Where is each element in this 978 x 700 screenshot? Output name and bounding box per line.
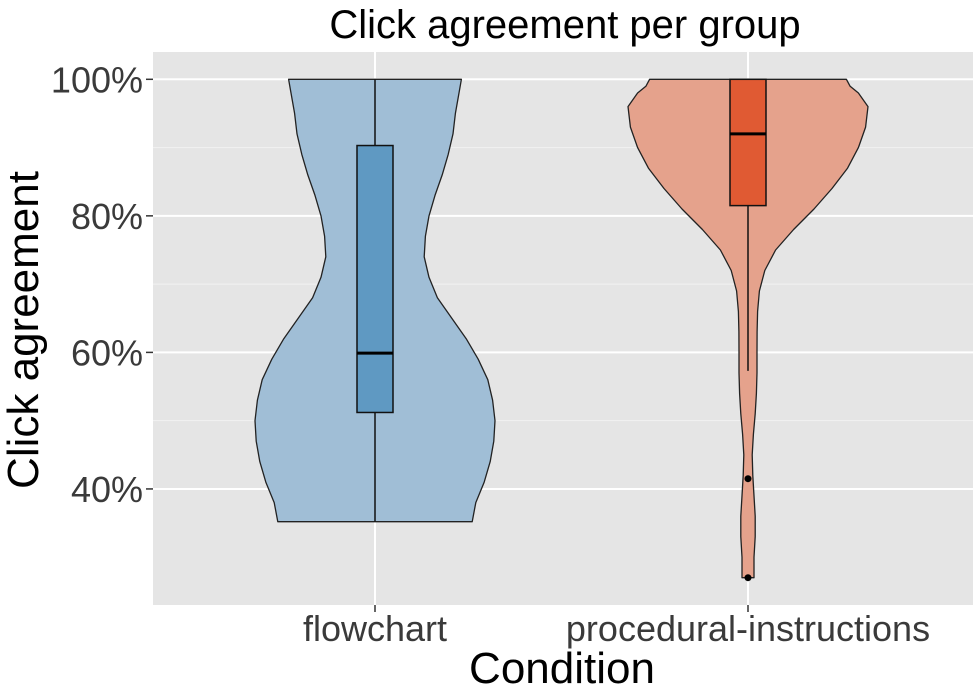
outlier-point <box>744 475 752 483</box>
box-procedural-instructions <box>729 78 767 207</box>
y-tick-label: 40% <box>71 469 143 510</box>
box-flowchart <box>356 144 394 414</box>
outlier-point <box>744 574 752 582</box>
y-axis-title: Click agreement <box>0 171 48 489</box>
chart-title: Click agreement per group <box>329 3 800 47</box>
boxplots <box>356 78 767 582</box>
x-tick-label: procedural-instructions <box>566 608 930 649</box>
x-axis-title: Condition <box>469 644 655 693</box>
x-axis: flowchart procedural-instructions <box>303 605 930 649</box>
y-tick-label: 80% <box>71 196 143 237</box>
y-tick-label: 100% <box>51 59 143 100</box>
x-tick-label: flowchart <box>303 608 447 649</box>
y-tick-label: 60% <box>71 332 143 373</box>
y-axis: 40% 60% 80% 100% <box>51 59 153 510</box>
